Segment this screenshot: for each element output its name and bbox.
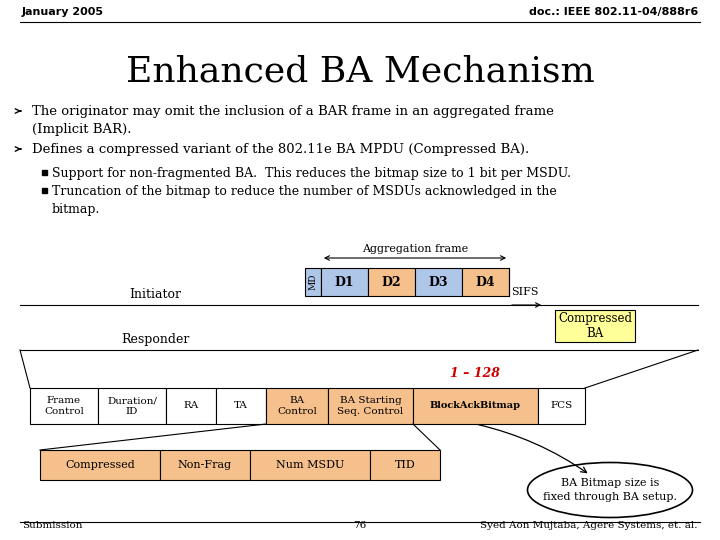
Text: D4: D4 — [476, 275, 495, 288]
Text: Duration/
ID: Duration/ ID — [107, 396, 157, 416]
Bar — [216, 388, 266, 424]
Bar — [305, 268, 321, 296]
Text: 1 – 128: 1 – 128 — [451, 367, 500, 380]
Text: MD: MD — [308, 274, 318, 291]
Text: Responder: Responder — [121, 333, 189, 346]
Text: D1: D1 — [335, 275, 354, 288]
Text: January 2005: January 2005 — [22, 7, 104, 17]
Bar — [321, 268, 368, 296]
Bar — [370, 450, 440, 480]
Text: BlockAckBitmap: BlockAckBitmap — [430, 402, 521, 410]
Text: Aggregation frame: Aggregation frame — [362, 244, 468, 254]
Bar — [98, 388, 166, 424]
Text: Initiator: Initiator — [129, 288, 181, 301]
Text: Syed Aon Mujtaba, Agere Systems, et. al.: Syed Aon Mujtaba, Agere Systems, et. al. — [480, 521, 698, 530]
Text: SIFS: SIFS — [511, 287, 539, 297]
Text: Num MSDU: Num MSDU — [276, 460, 344, 470]
Bar — [160, 450, 250, 480]
Bar — [42, 170, 47, 174]
Text: Compressed: Compressed — [65, 460, 135, 470]
Text: D2: D2 — [382, 275, 401, 288]
Text: Non-Frag: Non-Frag — [178, 460, 232, 470]
Text: BA
Control: BA Control — [277, 396, 317, 416]
Bar — [166, 388, 216, 424]
Text: Enhanced BA Mechanism: Enhanced BA Mechanism — [125, 55, 595, 89]
Text: Defines a compressed variant of the 802.11e BA MPDU (Compressed BA).: Defines a compressed variant of the 802.… — [32, 143, 529, 156]
Bar — [462, 268, 509, 296]
Bar — [538, 388, 585, 424]
Bar — [368, 268, 415, 296]
Bar — [30, 388, 98, 424]
Bar — [555, 310, 635, 342]
Text: BA Bitmap size is
fixed through BA setup.: BA Bitmap size is fixed through BA setup… — [543, 478, 677, 502]
Text: RA: RA — [184, 402, 199, 410]
Text: Frame
Control: Frame Control — [44, 396, 84, 416]
Bar — [413, 388, 538, 424]
Text: BA Starting
Seq. Control: BA Starting Seq. Control — [338, 396, 404, 416]
Text: TA: TA — [234, 402, 248, 410]
Bar — [415, 268, 462, 296]
Text: The originator may omit the inclusion of a BAR frame in an aggregated frame
(Imp: The originator may omit the inclusion of… — [32, 105, 554, 136]
Text: Support for non-fragmented BA.  This reduces the bitmap size to 1 bit per MSDU.: Support for non-fragmented BA. This redu… — [52, 167, 571, 180]
Text: TID: TID — [395, 460, 415, 470]
Text: D3: D3 — [428, 275, 449, 288]
Bar — [40, 450, 160, 480]
Bar — [42, 187, 47, 192]
Text: doc.: IEEE 802.11-04/888r6: doc.: IEEE 802.11-04/888r6 — [528, 7, 698, 17]
Text: FCS: FCS — [550, 402, 572, 410]
Text: 76: 76 — [354, 521, 366, 530]
Bar — [328, 388, 413, 424]
Text: Truncation of the bitmap to reduce the number of MSDUs acknowledged in the
bitma: Truncation of the bitmap to reduce the n… — [52, 185, 557, 216]
Text: Submission: Submission — [22, 521, 83, 530]
Bar — [250, 450, 370, 480]
Text: Compressed
BA: Compressed BA — [558, 312, 632, 340]
Ellipse shape — [528, 462, 693, 517]
Bar — [266, 388, 328, 424]
